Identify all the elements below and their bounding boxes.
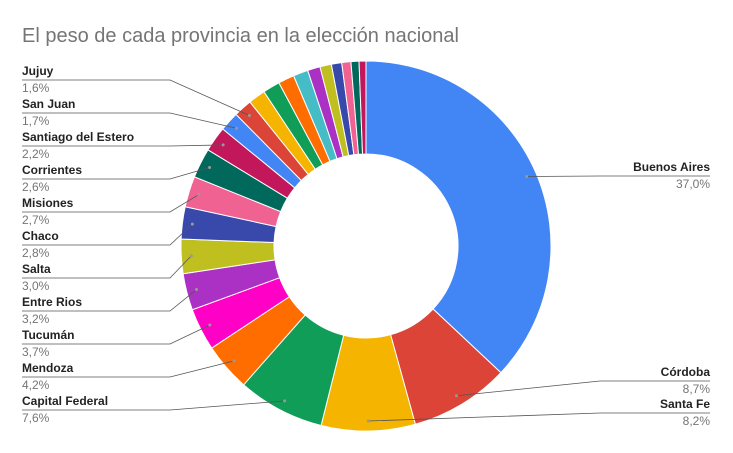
slice-name: Tucumán	[22, 328, 74, 342]
slice-value: 8,7%	[683, 382, 711, 396]
leader-line	[22, 324, 210, 345]
slice	[365, 60, 552, 374]
leader-line	[22, 194, 199, 213]
slice-name: Jujuy	[22, 64, 54, 78]
leader-line	[22, 289, 197, 312]
slice-name: Santiago del Estero	[22, 130, 134, 144]
leader-line	[22, 79, 250, 116]
leader-line	[22, 112, 237, 129]
leader-dot	[190, 222, 194, 226]
slice-value: 7,6%	[22, 411, 50, 425]
slice-value: 3,7%	[22, 345, 50, 359]
slice-name: San Juan	[22, 97, 75, 111]
leader-dot	[194, 288, 198, 292]
slice-name: Entre Rios	[22, 295, 82, 309]
leader-dot	[208, 166, 212, 170]
slice-value: 4,2%	[22, 378, 50, 392]
leader-dot	[454, 394, 458, 398]
slice-name: Córdoba	[661, 365, 711, 379]
slice-value: 1,6%	[22, 81, 50, 95]
leader-dot	[283, 399, 287, 403]
slice-name: Mendoza	[22, 361, 74, 375]
slice-value: 37,0%	[676, 177, 710, 191]
leader-dot	[366, 419, 370, 423]
slice-name: Capital Federal	[22, 394, 108, 408]
leader-dot	[208, 323, 212, 327]
slice-value: 2,2%	[22, 147, 50, 161]
leader-line	[22, 360, 235, 378]
slice-value: 3,2%	[22, 312, 50, 326]
leader-dot	[235, 126, 239, 130]
leader-line	[22, 400, 285, 411]
leader-dot	[232, 359, 236, 363]
leader-dot	[247, 113, 251, 117]
slice-name: Salta	[22, 262, 51, 276]
slice-name: Chaco	[22, 229, 59, 243]
slice-name: Misiones	[22, 196, 74, 210]
leader-line	[22, 167, 210, 180]
slice-name: Corrientes	[22, 163, 82, 177]
leader-dot	[189, 254, 193, 258]
leader-line	[368, 412, 710, 422]
leader-line	[456, 380, 710, 397]
slice-value: 2,6%	[22, 180, 50, 194]
slice-value: 2,8%	[22, 246, 50, 260]
slice	[358, 60, 367, 155]
slice-value: 2,7%	[22, 213, 50, 227]
leader-dot	[221, 143, 225, 147]
slice-value: 8,2%	[683, 414, 711, 428]
slice-value: 1,7%	[22, 114, 50, 128]
slice-value: 3,0%	[22, 279, 50, 293]
leader-line	[22, 144, 224, 147]
slice-name: Santa Fe	[660, 397, 710, 411]
chart-title: El peso de cada provincia en la elección…	[22, 25, 459, 47]
leader-line	[22, 223, 193, 246]
leader-dot	[197, 193, 201, 197]
leader-dot	[525, 174, 529, 178]
leader-line	[22, 255, 192, 279]
slice-name: Buenos Aires	[633, 160, 710, 174]
